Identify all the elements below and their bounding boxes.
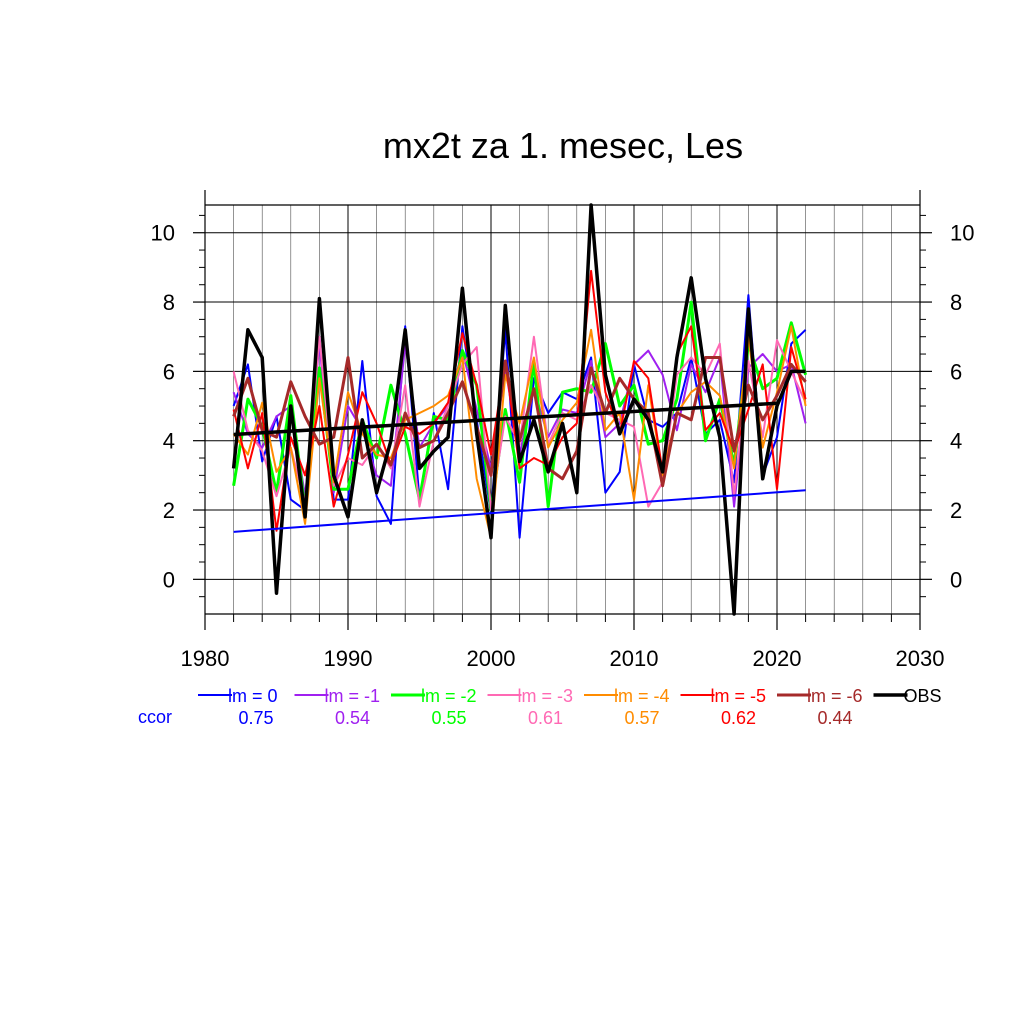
legend-label-7: OBS [904,686,942,706]
ccor-value-4: 0.57 [624,708,659,728]
y-tick-label-left: 6 [163,359,175,384]
y-tick-label-right: 8 [950,290,962,315]
y-tick-label-left: 8 [163,290,175,315]
y-tick-label-left: 10 [151,221,175,246]
x-tick-label: 2000 [467,646,516,671]
x-tick-label: 2020 [753,646,802,671]
chart-title: mx2t za 1. mesec, Les [383,125,743,166]
y-tick-label-right: 2 [950,498,962,523]
ccor-value-2: 0.55 [431,708,466,728]
x-tick-label: 2030 [896,646,945,671]
y-tick-label-right: 4 [950,429,962,454]
series-line-4 [232,325,807,539]
legend-label-4: lm = -4 [614,686,670,706]
x-tick-label: 2010 [610,646,659,671]
series-line-5 [232,269,807,532]
ccor-value-5: 0.62 [721,708,756,728]
legend-label-3: lm = -3 [518,686,574,706]
x-tick-label: 1990 [324,646,373,671]
legend-label-1: lm = -1 [325,686,381,706]
legend-label-2: lm = -2 [421,686,477,706]
lm0-trend-line [233,489,806,533]
legend-label-0: lm = 0 [228,686,278,706]
y-tick-label-left: 2 [163,498,175,523]
ccor-value-1: 0.54 [335,708,370,728]
series-line-6 [232,356,807,488]
y-tick-label-left: 0 [163,567,175,592]
y-tick-label-right: 0 [950,567,962,592]
ccor-label: ccor [138,707,172,727]
y-tick-label-right: 6 [950,359,962,384]
axes-layer: 1980 1990 2000 2010 2020 2030 0 0 2 2 4 4 6 6 8 8 10 10 [151,190,974,671]
legend-label-6: lm = -6 [807,686,863,706]
x-tick-label: 1980 [181,646,230,671]
ccor-value-3: 0.61 [528,708,563,728]
series-line-7 [231,203,806,616]
obs-trend-line [233,401,778,437]
trend-layer [233,401,806,533]
ccor-value-6: 0.44 [817,708,852,728]
y-tick-label-left: 4 [163,429,175,454]
ccor-value-0: 0.75 [238,708,273,728]
y-tick-label-right: 10 [950,221,974,246]
legend-label-5: lm = -5 [711,686,767,706]
series-layer [231,203,808,616]
